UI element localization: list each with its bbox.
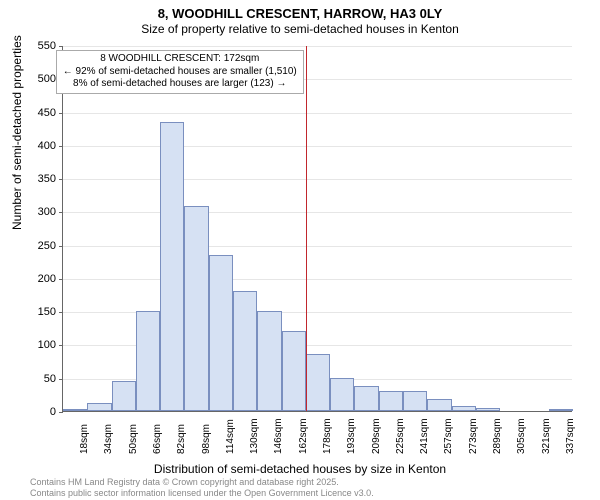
ytick-mark [59, 246, 63, 247]
histogram-bar [160, 122, 184, 411]
ytick-label: 0 [16, 406, 56, 418]
ytick-mark [59, 46, 63, 47]
xtick-label: 66sqm [152, 424, 163, 454]
ytick-mark [59, 279, 63, 280]
gridline [63, 146, 572, 147]
footer-line1: Contains HM Land Registry data © Crown c… [30, 477, 374, 487]
annotation-line3: 8% of semi-detached houses are larger (1… [63, 78, 297, 91]
xtick-label: 50sqm [128, 424, 139, 454]
ytick-label: 400 [16, 140, 56, 152]
xtick-label: 193sqm [346, 418, 357, 454]
histogram-bar [184, 206, 208, 411]
ytick-label: 50 [16, 373, 56, 385]
histogram-bar [233, 291, 257, 411]
annotation-box: 8 WOODHILL CRESCENT: 172sqm← 92% of semi… [56, 50, 304, 94]
xtick-label: 114sqm [225, 419, 236, 454]
ytick-label: 100 [16, 339, 56, 351]
plot-region: 05010015020025030035040045050055018sqm34… [62, 46, 572, 412]
xtick-label: 337sqm [565, 418, 576, 454]
xtick-label: 289sqm [492, 418, 503, 454]
footer-line2: Contains public sector information licen… [30, 488, 374, 498]
ytick-mark [59, 212, 63, 213]
histogram-bar [306, 354, 330, 411]
ytick-label: 250 [16, 240, 56, 252]
xtick-label: 98sqm [201, 424, 212, 454]
ytick-mark [59, 179, 63, 180]
xtick-label: 178sqm [322, 418, 333, 454]
histogram-bar [379, 391, 403, 411]
ytick-mark [59, 146, 63, 147]
gridline [63, 246, 572, 247]
xtick-label: 321sqm [541, 418, 552, 454]
xtick-label: 146sqm [273, 418, 284, 454]
xtick-label: 82sqm [176, 424, 187, 454]
xtick-label: 209sqm [371, 418, 382, 454]
annotation-line2: ← 92% of semi-detached houses are smalle… [63, 66, 297, 79]
ytick-mark [59, 312, 63, 313]
footer-attribution: Contains HM Land Registry data © Crown c… [30, 477, 374, 498]
histogram-bar [549, 409, 573, 411]
xtick-label: 305sqm [516, 418, 527, 454]
xtick-label: 130sqm [249, 418, 260, 454]
histogram-bar [209, 255, 233, 411]
chart-title-block: 8, WOODHILL CRESCENT, HARROW, HA3 0LY Si… [0, 0, 600, 37]
chart-title-line1: 8, WOODHILL CRESCENT, HARROW, HA3 0LY [0, 6, 600, 22]
ytick-mark [59, 113, 63, 114]
gridline [63, 212, 572, 213]
ytick-label: 450 [16, 107, 56, 119]
histogram-bar [427, 399, 451, 411]
chart-plot-area: 05010015020025030035040045050055018sqm34… [62, 46, 572, 412]
ytick-label: 200 [16, 273, 56, 285]
gridline [63, 279, 572, 280]
xtick-label: 162sqm [298, 418, 309, 454]
xtick-label: 257sqm [443, 418, 454, 454]
gridline [63, 179, 572, 180]
histogram-bar [403, 391, 427, 411]
histogram-bar [330, 378, 354, 411]
annotation-line1: 8 WOODHILL CRESCENT: 172sqm [63, 53, 297, 66]
ytick-label: 350 [16, 173, 56, 185]
ytick-mark [59, 379, 63, 380]
x-axis-label: Distribution of semi-detached houses by … [0, 462, 600, 476]
xtick-label: 273sqm [468, 418, 479, 454]
histogram-bar [63, 409, 87, 411]
ytick-label: 300 [16, 206, 56, 218]
ytick-label: 500 [16, 73, 56, 85]
histogram-bar [257, 311, 281, 411]
ytick-mark [59, 412, 63, 413]
histogram-bar [87, 403, 111, 411]
xtick-label: 225sqm [395, 418, 406, 454]
histogram-bar [282, 331, 306, 411]
xtick-label: 241sqm [419, 418, 430, 454]
histogram-bar [476, 408, 500, 411]
chart-title-line2: Size of property relative to semi-detach… [0, 22, 600, 37]
gridline [63, 46, 572, 47]
reference-line [306, 46, 307, 411]
histogram-bar [452, 406, 476, 411]
gridline [63, 113, 572, 114]
ytick-label: 150 [16, 306, 56, 318]
histogram-bar [136, 311, 160, 411]
y-axis-label: Number of semi-detached properties [10, 35, 24, 230]
ytick-mark [59, 345, 63, 346]
xtick-label: 34sqm [103, 424, 114, 454]
xtick-label: 18sqm [79, 424, 90, 454]
histogram-bar [112, 381, 136, 411]
histogram-bar [354, 386, 378, 411]
ytick-label: 550 [16, 40, 56, 52]
